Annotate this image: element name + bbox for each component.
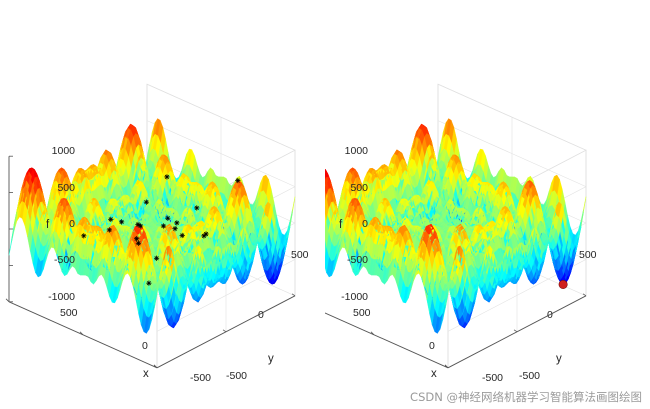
- sample-point-marker: [165, 215, 171, 221]
- x-tick: [79, 331, 84, 336]
- z-tick-label: -1000: [48, 291, 75, 303]
- sample-point-marker: [81, 233, 87, 239]
- sample-point-marker: [134, 236, 140, 242]
- sample-point-marker: [172, 226, 178, 232]
- x-tick-label: 0: [142, 340, 148, 352]
- y-tick: [222, 329, 227, 333]
- sample-point-marker: [106, 227, 112, 233]
- z-tick-label: 1000: [52, 145, 76, 157]
- sample-point-marker: [164, 174, 170, 180]
- y-tick-label: -500: [226, 370, 247, 382]
- sample-point-marker: [119, 219, 125, 225]
- sample-point-marker: [179, 232, 185, 239]
- sample-point-marker: [108, 216, 114, 222]
- x-tick: [370, 331, 375, 336]
- z-tick-label: 0: [69, 218, 75, 230]
- x-axis-label: x: [143, 368, 149, 380]
- z-axis-label: f: [46, 219, 50, 231]
- y-tick: [582, 293, 587, 297]
- x-tick: [5, 298, 10, 303]
- surface-plot-right: 1000 500 0 -500 -1000 f 500 0 -500 x -50…: [297, 83, 597, 384]
- surface-mesh-right: [325, 118, 587, 334]
- y-axis-label: y: [268, 353, 274, 365]
- y-tick: [291, 293, 296, 297]
- markers-left: [81, 174, 241, 286]
- sample-point-marker: [143, 199, 149, 205]
- sample-point-marker: [160, 223, 167, 229]
- sample-point-marker: [153, 255, 160, 261]
- x-tick: [153, 364, 158, 369]
- y-tick-label: 500: [291, 249, 309, 261]
- y-tick-label: 0: [258, 309, 264, 321]
- sample-point-marker: [135, 221, 141, 228]
- x-tick-label: -500: [190, 372, 211, 384]
- sample-point-marker: [235, 177, 241, 184]
- sample-point-marker: [203, 231, 209, 237]
- z-tick-label: 500: [57, 182, 75, 194]
- axis-labels-left: 1000 500 0 -500 -1000 f 500 0 -500 x -50…: [46, 145, 309, 384]
- surface-cell: [8, 226, 15, 256]
- sample-point-marker: [146, 280, 152, 286]
- x-tick-label: 500: [60, 307, 78, 319]
- sample-point-marker: [174, 220, 180, 226]
- x-tick: [297, 299, 300, 302]
- surface-plot-left: 1000 500 0 -500 -1000 f 500 0 -500 x -50…: [5, 83, 309, 384]
- sample-point-marker: [135, 240, 141, 246]
- z-tick-label: -500: [54, 254, 75, 266]
- y-tick: [513, 329, 518, 333]
- surface-mesh-left: [8, 118, 296, 334]
- sample-point-marker: [194, 205, 200, 211]
- x-tick: [444, 364, 449, 369]
